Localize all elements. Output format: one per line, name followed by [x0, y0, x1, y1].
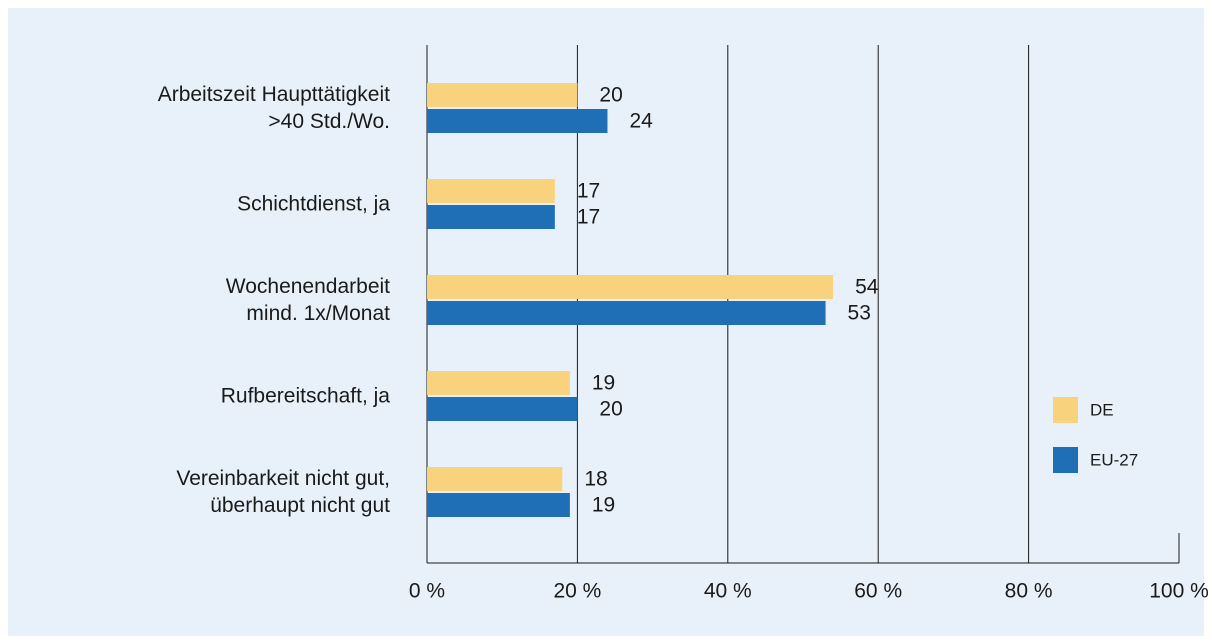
category-label: Arbeitszeit Haupttätigkeit >40 Std./Wo.: [157, 83, 390, 133]
bar: [427, 83, 578, 107]
x-tick-label: 40 %: [704, 580, 752, 603]
x-tick-label: 80 %: [1005, 580, 1053, 603]
category-label: Schichtdienst, ja: [237, 192, 390, 216]
bar: [427, 493, 570, 517]
data-label: 19: [592, 372, 615, 395]
data-label: 17: [577, 180, 600, 203]
bar: [427, 371, 570, 395]
bar: [427, 205, 555, 229]
x-tick-label: 100 %: [1149, 580, 1209, 603]
data-label: 18: [584, 468, 607, 491]
data-label: 20: [599, 84, 622, 107]
legend-swatch: [1053, 447, 1078, 473]
category-label: Vereinbarkeit nicht gut, überhaupt nicht…: [176, 467, 390, 517]
x-tick-label: 60 %: [854, 580, 902, 603]
legend-swatch: [1053, 397, 1078, 423]
bar: [427, 179, 555, 203]
data-label: 54: [855, 276, 879, 299]
data-label: 53: [848, 302, 871, 325]
data-label: 24: [629, 110, 653, 133]
legend-label: EU-27: [1090, 450, 1138, 469]
bar: [427, 301, 826, 325]
category-label: Wochenendarbeit mind. 1x/Monat: [225, 275, 390, 325]
bar: [427, 397, 578, 421]
data-label: 19: [592, 494, 615, 517]
bar: [427, 467, 563, 491]
x-tick-label: 20 %: [553, 580, 601, 603]
x-tick-label: 0 %: [409, 580, 445, 603]
category-label: Rufbereitschaft, ja: [220, 384, 390, 408]
legend-label: DE: [1090, 400, 1114, 419]
data-label: 20: [599, 398, 622, 421]
data-label: 17: [577, 206, 600, 229]
bar: [427, 275, 834, 299]
bar: [427, 109, 608, 133]
